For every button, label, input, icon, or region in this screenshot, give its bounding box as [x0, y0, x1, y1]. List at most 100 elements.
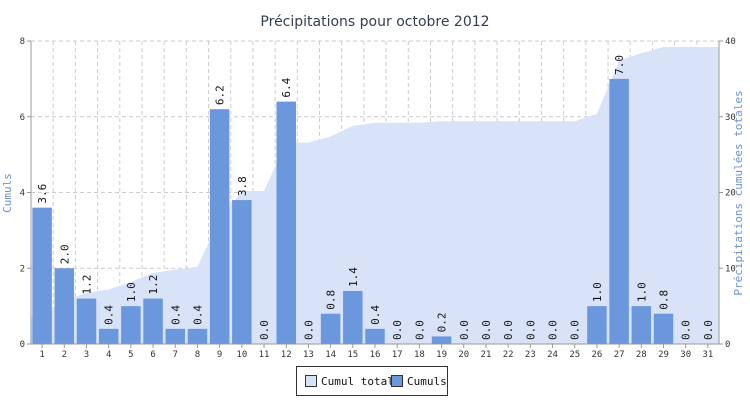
x-tick-label: 6 — [150, 350, 155, 360]
data-label-day-11: 0.0 — [258, 320, 271, 340]
data-label-day-8: 0.4 — [191, 305, 204, 325]
data-label-day-25: 0.0 — [569, 320, 582, 340]
y-tick-label: 8 — [20, 37, 25, 47]
data-label-day-2: 2.0 — [58, 244, 71, 264]
x-tick-label: 5 — [128, 350, 133, 360]
y-axis-label: Cumuls — [1, 173, 14, 213]
data-label-day-6: 1.2 — [147, 275, 160, 295]
bar-day-16 — [365, 328, 385, 344]
x-tick-label: 8 — [195, 350, 200, 360]
x-tick-label: 29 — [658, 350, 669, 360]
data-label-day-17: 0.0 — [391, 320, 404, 340]
x-tick-label: 7 — [173, 350, 178, 360]
data-label-day-9: 6.2 — [214, 85, 227, 105]
bar-day-29 — [653, 313, 674, 344]
x-tick-label: 4 — [106, 350, 111, 360]
data-label-day-19: 0.2 — [436, 313, 449, 333]
data-label-day-13: 0.0 — [302, 320, 315, 340]
bar-day-4 — [98, 328, 119, 344]
data-label-day-23: 0.0 — [524, 320, 537, 340]
x-tick-label: 19 — [436, 350, 447, 360]
data-label-day-29: 0.8 — [658, 290, 671, 310]
data-label-day-20: 0.0 — [458, 320, 471, 340]
bar-day-1 — [32, 207, 52, 344]
data-label-day-5: 1.0 — [125, 282, 138, 302]
x-tick-label: 1 — [39, 350, 44, 360]
x-tick-label: 11 — [259, 350, 270, 360]
y2-tick-label: 40 — [725, 37, 736, 47]
x-tick-label: 17 — [392, 350, 403, 360]
x-tick-label: 12 — [281, 350, 292, 360]
data-label-day-16: 0.4 — [369, 305, 382, 325]
y-tick-label: 2 — [20, 264, 25, 274]
bar-day-10 — [232, 200, 252, 344]
data-label-day-7: 0.4 — [169, 305, 182, 325]
x-tick-label: 25 — [569, 350, 580, 360]
bar-day-6 — [143, 298, 163, 344]
bar-day-28 — [631, 306, 652, 344]
y-tick-label: 0 — [20, 340, 25, 350]
data-label-day-21: 0.0 — [480, 320, 493, 340]
bar-day-15 — [343, 290, 363, 344]
x-tick-label: 24 — [547, 350, 558, 360]
data-label-day-18: 0.0 — [413, 320, 426, 340]
x-tick-label: 16 — [370, 350, 381, 360]
x-tick-label: 23 — [525, 350, 536, 360]
legend-swatch-area — [305, 375, 317, 387]
x-tick-label: 2 — [62, 350, 67, 360]
y2-tick-label: 0 — [725, 340, 730, 350]
x-tick-label: 27 — [614, 350, 625, 360]
data-label-day-26: 1.0 — [591, 282, 604, 302]
x-tick-label: 28 — [636, 350, 647, 360]
x-tick-label: 14 — [325, 350, 336, 360]
x-tick-label: 15 — [347, 350, 358, 360]
data-label-day-1: 3.6 — [36, 184, 49, 204]
x-tick-label: 22 — [503, 350, 514, 360]
x-tick-label: 9 — [217, 350, 222, 360]
y2-tick-label: 20 — [725, 189, 736, 199]
y2-tick-label: 30 — [725, 113, 736, 123]
legend-swatch-bar — [391, 375, 403, 387]
data-label-day-3: 1.2 — [80, 275, 93, 295]
bar-day-8 — [187, 328, 208, 344]
data-label-day-27: 7.0 — [613, 55, 626, 75]
cumulative-total-area — [31, 47, 719, 345]
x-tick-label: 26 — [592, 350, 603, 360]
x-tick-label: 31 — [702, 350, 713, 360]
bar-day-7 — [165, 328, 186, 344]
bars-layer — [32, 78, 674, 344]
legend-label-area: Cumul total — [321, 375, 394, 388]
bar-day-26 — [587, 306, 607, 344]
bar-day-2 — [54, 268, 75, 344]
y2-axis-label: Précipitations cumulées totales — [732, 90, 745, 295]
y-tick-label: 4 — [20, 189, 25, 199]
data-labels-layer: 3.6 2.0 1.2 0.4 1.0 1.2 0.4 0.4 6.2 3.8 0.0 6.4 0.0 0… — [36, 55, 715, 340]
x-tick-label: 30 — [680, 350, 691, 360]
y2-tick-label: 10 — [725, 264, 736, 274]
data-label-day-4: 0.4 — [103, 305, 116, 325]
legend-label-bar: Cumuls — [407, 375, 447, 388]
x-tick-label: 20 — [458, 350, 469, 360]
data-label-day-15: 1.4 — [347, 267, 360, 287]
data-label-day-28: 1.0 — [635, 282, 648, 302]
bar-day-14 — [320, 313, 341, 344]
data-label-day-14: 0.8 — [325, 290, 338, 310]
data-label-day-12: 6.4 — [280, 77, 293, 97]
legend: Cumul total Cumuls — [296, 366, 448, 396]
data-label-day-24: 0.0 — [547, 320, 560, 340]
data-label-day-22: 0.0 — [502, 320, 515, 340]
data-label-day-10: 3.8 — [236, 176, 249, 196]
bar-day-9 — [209, 109, 230, 344]
x-tick-label: 21 — [481, 350, 492, 360]
bar-day-27 — [609, 78, 629, 344]
data-label-day-31: 0.0 — [702, 320, 715, 340]
x-tick-label: 13 — [303, 350, 314, 360]
x-tick-label: 10 — [236, 350, 247, 360]
bar-day-12 — [276, 101, 296, 344]
chart-title: Précipitations pour octobre 2012 — [260, 14, 490, 30]
data-label-day-30: 0.0 — [680, 320, 693, 340]
bar-day-19 — [431, 336, 452, 344]
bar-day-3 — [76, 298, 97, 344]
